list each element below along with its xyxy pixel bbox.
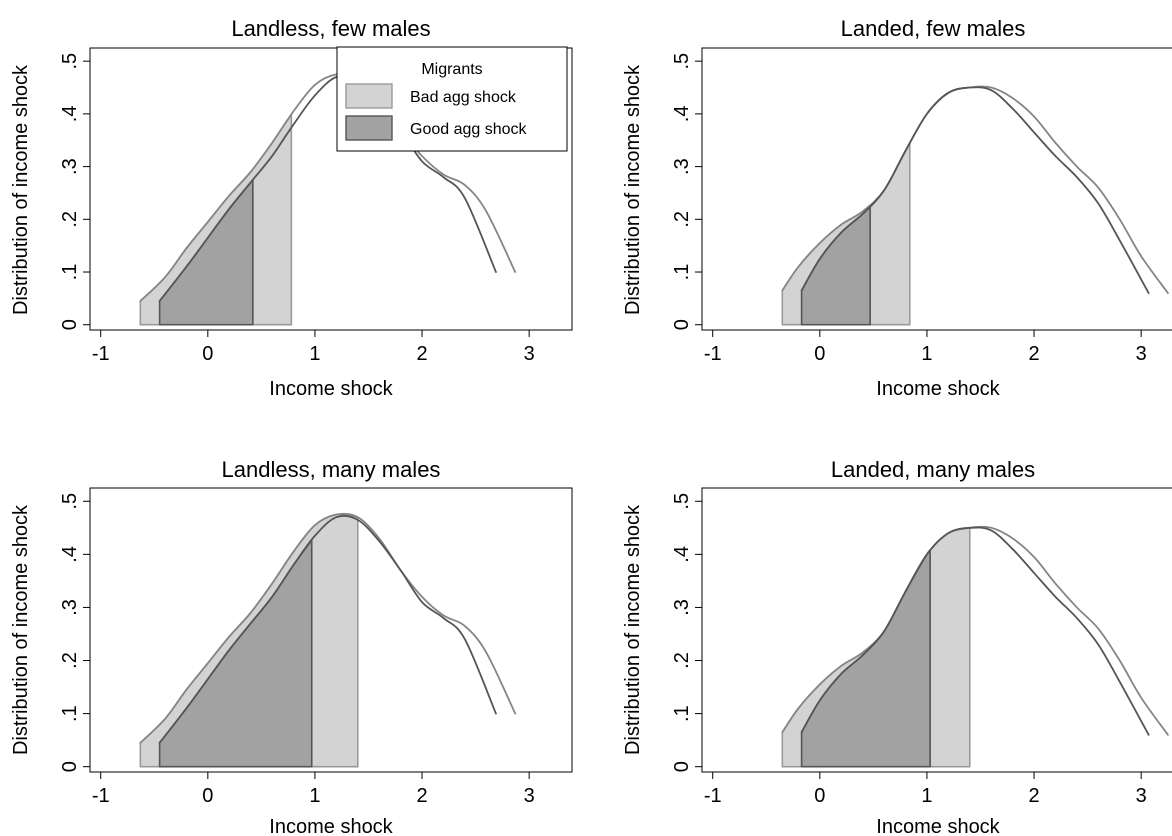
plot-layer: [139, 512, 517, 768]
axes-layer: 0 .1 .2 .3 .4 .5 -1 0 1 2 3: [671, 53, 1147, 365]
density-line-good-agg-shock: [800, 526, 1150, 736]
x-tick-label: 3: [524, 785, 535, 807]
x-tick-label: 1: [309, 343, 320, 365]
x-tick-label: 2: [416, 343, 427, 365]
x-tick-label: -1: [92, 785, 110, 807]
x-tick-label: 1: [921, 343, 932, 365]
x-tick-label: 0: [202, 785, 213, 807]
y-tick-label: .5: [59, 493, 81, 510]
panel-title: Landed, many males: [831, 457, 1035, 482]
legend: Migrants Bad agg shock Good agg shock: [336, 46, 568, 152]
y-tick-label: .5: [671, 53, 693, 70]
x-tick-label: 1: [921, 785, 932, 807]
density-line-good-agg-shock: [158, 514, 497, 744]
panel-title: Landless, few males: [231, 16, 430, 41]
plot-frame: [701, 47, 1172, 331]
legend-label-good-agg-shock: Good agg shock: [410, 121, 528, 138]
y-tick-label: .2: [59, 652, 81, 669]
y-tick-label: .3: [59, 599, 81, 616]
y-tick-label: .5: [671, 493, 693, 510]
y-tick-label: .1: [671, 705, 693, 722]
y-tick-label: .4: [671, 546, 693, 563]
axes-layer: 0 .1 .2 .3 .4 .5 -1 0 1 2 3: [59, 53, 535, 365]
x-tick-label: -1: [704, 785, 722, 807]
legend-swatch-good-agg-shock: [345, 115, 393, 141]
density-line-good-agg-shock: [158, 74, 497, 302]
y-axis-label: Distribution of income shock: [10, 64, 32, 315]
legend-title: Migrants: [421, 61, 482, 78]
y-axis-label: Distribution of income shock: [10, 504, 32, 755]
y-tick-label: .2: [671, 211, 693, 228]
x-axis-label: Income shock: [269, 816, 393, 836]
y-tick-label: .1: [59, 264, 81, 281]
plot-layer: [781, 85, 1169, 326]
plot-layer: [139, 72, 517, 326]
axes-layer: 0 .1 .2 .3 .4 .5 -1 0 1 2 3: [59, 493, 535, 807]
x-tick-label: 2: [416, 785, 427, 807]
x-axis-label: Income shock: [876, 816, 1000, 836]
y-tick-label: 0: [671, 761, 693, 772]
density-line-good-agg-shock: [800, 86, 1150, 294]
y-tick-label: .4: [59, 106, 81, 123]
x-tick-label: 0: [814, 343, 825, 365]
y-tick-label: 0: [671, 319, 693, 330]
y-tick-label: .1: [671, 264, 693, 281]
x-tick-label: 2: [1028, 785, 1039, 807]
density-line-bad-agg-shock: [139, 72, 517, 302]
x-tick-label: 0: [202, 343, 213, 365]
y-tick-label: .2: [671, 652, 693, 669]
y-tick-label: 0: [59, 761, 81, 772]
y-axis-label: Distribution of income shock: [622, 504, 644, 755]
y-tick-label: .3: [59, 158, 81, 175]
x-tick-label: 1: [309, 785, 320, 807]
y-tick-label: .4: [671, 106, 693, 123]
x-axis-label: Income shock: [269, 378, 393, 400]
legend-swatch-bad-agg-shock: [345, 83, 393, 109]
density-line-bad-agg-shock: [139, 512, 517, 744]
legend-label-bad-agg-shock: Bad agg shock: [410, 89, 517, 106]
y-tick-label: .4: [59, 546, 81, 563]
y-tick-label: .2: [59, 211, 81, 228]
y-tick-label: .1: [59, 705, 81, 722]
panel-title: Landed, few males: [841, 16, 1026, 41]
panel-landless-many-males: 0 .1 .2 .3 .4 .5 -1 0 1 2 3 Landless, many males I…: [10, 457, 573, 836]
x-tick-label: 2: [1028, 343, 1039, 365]
x-tick-label: 3: [1136, 343, 1147, 365]
axes-layer: 0 .1 .2 .3 .4 .5 -1 0 1 2 3: [671, 493, 1147, 807]
y-tick-label: .3: [671, 158, 693, 175]
x-axis-label: Income shock: [876, 378, 1000, 400]
y-tick-label: .3: [671, 599, 693, 616]
panel-title: Landless, many males: [222, 457, 441, 482]
x-tick-label: -1: [704, 343, 722, 365]
panel-landed-few-males: 0 .1 .2 .3 .4 .5 -1 0 1 2 3 Landed, few males Inco…: [622, 16, 1172, 400]
plot-layer: [781, 525, 1169, 768]
x-tick-label: 0: [814, 785, 825, 807]
x-tick-label: -1: [92, 343, 110, 365]
y-tick-label: 0: [59, 319, 81, 330]
y-axis-label: Distribution of income shock: [622, 64, 644, 315]
x-tick-label: 3: [524, 343, 535, 365]
y-tick-label: .5: [59, 53, 81, 70]
x-tick-label: 3: [1136, 785, 1147, 807]
panel-landed-many-males: 0 .1 .2 .3 .4 .5 -1 0 1 2 3 Landed, many males Inc…: [622, 457, 1172, 836]
